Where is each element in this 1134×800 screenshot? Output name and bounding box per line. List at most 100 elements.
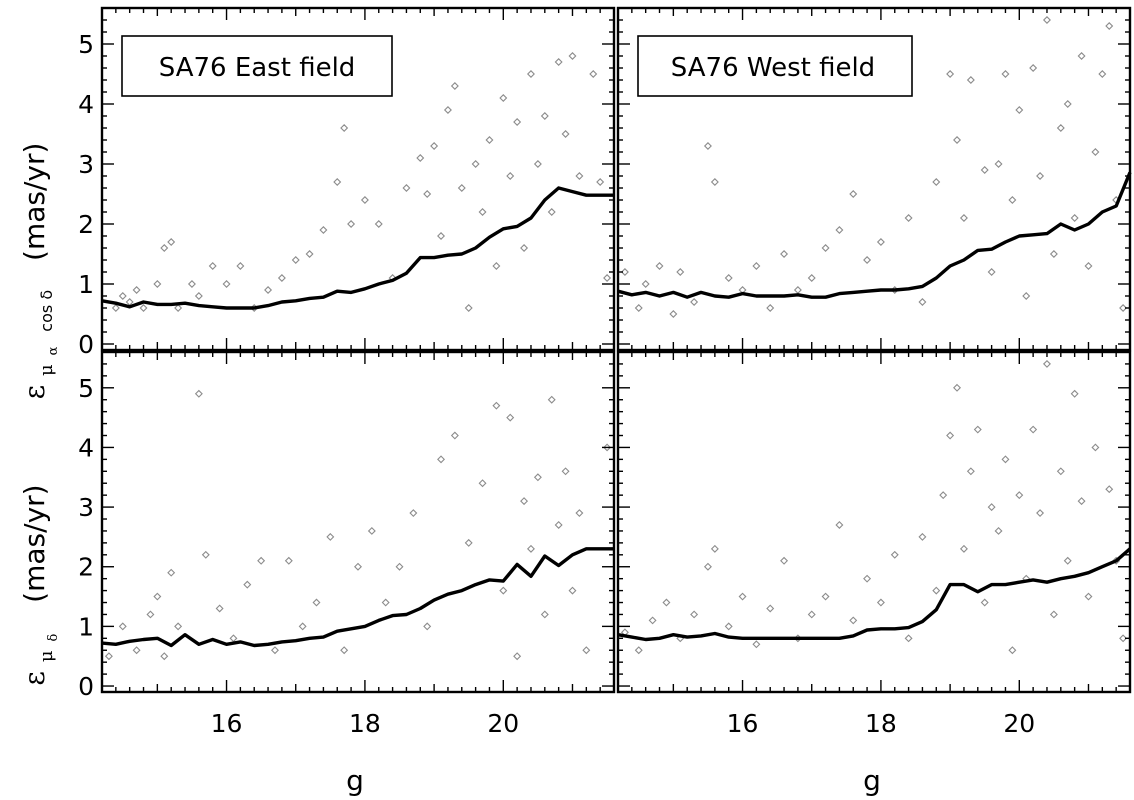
scatter-point xyxy=(1049,250,1058,258)
scatter-point xyxy=(1105,22,1114,30)
y-tick-label: 0 xyxy=(78,672,94,701)
scatter-point xyxy=(506,172,515,180)
y-tick-label: 0 xyxy=(78,330,94,359)
y-axis-top-symbol: ε xyxy=(18,385,51,400)
median-curve xyxy=(617,547,1132,642)
scatter-point xyxy=(946,70,955,78)
scatter-point xyxy=(1070,389,1079,398)
scatter-point xyxy=(174,304,183,312)
scatter-point xyxy=(1119,634,1128,643)
y-axis-bottom-unit: (mas/yr) xyxy=(18,484,51,602)
scatter-point xyxy=(1077,52,1086,60)
scatter-point xyxy=(174,622,183,631)
scatter-point xyxy=(492,262,501,270)
scatter-point xyxy=(575,172,584,180)
scatter-point xyxy=(374,220,383,228)
y-tick-label: 4 xyxy=(78,90,94,119)
scatter-point xyxy=(201,550,210,559)
scatter-point xyxy=(264,286,273,294)
scatter-point xyxy=(863,574,872,583)
scatter-point xyxy=(464,304,473,312)
scatter-point xyxy=(980,598,989,607)
scatter-point xyxy=(582,646,591,655)
scatter-point xyxy=(554,521,563,529)
scatter-point xyxy=(540,112,549,120)
scatter-point xyxy=(634,646,643,655)
y-tick-label: 3 xyxy=(78,493,94,522)
scatter-point xyxy=(236,262,245,270)
x-tick-label: 18 xyxy=(865,709,897,738)
scatter-point xyxy=(1022,292,1031,300)
svg-text:ε μ δ (mas/y: ε μ δ (mas/yr) xyxy=(18,484,64,685)
y-tick-label: 1 xyxy=(78,612,94,641)
scatter-point xyxy=(478,479,487,488)
scatter-point xyxy=(1001,70,1010,78)
scatter-point xyxy=(430,142,439,150)
scatter-point xyxy=(146,610,155,619)
scatter-point xyxy=(443,106,452,114)
scatter-point xyxy=(959,214,968,222)
scatter-point xyxy=(620,268,629,276)
scatter-point xyxy=(1042,16,1051,24)
scatter-point xyxy=(194,292,203,300)
scatter-point xyxy=(752,640,761,649)
legend-box xyxy=(637,35,913,97)
scatter-point xyxy=(319,226,328,234)
scatter-point xyxy=(354,562,362,571)
x-axis-label-left: g xyxy=(346,764,364,797)
scatter-point xyxy=(160,652,169,661)
scatter-point xyxy=(153,280,162,288)
panels: 0 1 2 3 4 5 SA76 East field SA76 West field 0 1 2 3… xyxy=(78,6,1132,738)
panel-frame xyxy=(100,6,616,352)
y-tick-label: 1 xyxy=(78,270,94,299)
scatter-point xyxy=(347,220,356,228)
scatter-point xyxy=(655,262,664,270)
scatter-point xyxy=(326,532,335,541)
scatter-point xyxy=(464,538,473,547)
scatter-point xyxy=(710,544,719,553)
scatter-point xyxy=(589,70,598,78)
y-tick-label: 2 xyxy=(78,553,94,582)
scatter-point xyxy=(876,598,885,607)
x-tick-label: 18 xyxy=(349,709,381,738)
scatter-point xyxy=(1077,497,1086,506)
median-curve xyxy=(617,171,1132,299)
scatter-point xyxy=(513,652,522,661)
scatter-point xyxy=(526,544,535,553)
scatter-point xyxy=(932,178,941,186)
scatter-point xyxy=(1084,262,1093,270)
scatter-point xyxy=(111,304,120,312)
scatter-point xyxy=(478,208,487,216)
y-tick-label: 5 xyxy=(78,30,94,59)
scatter-point xyxy=(1056,124,1065,132)
scatter-point xyxy=(291,256,300,264)
panel-top-left: 0 1 2 3 4 5 SA76 East field xyxy=(78,6,616,359)
scatter-point xyxy=(946,431,955,440)
scatter-point xyxy=(520,497,529,506)
scatter-point xyxy=(229,634,238,643)
scatter-point xyxy=(994,160,1003,168)
scatter-point xyxy=(167,238,176,246)
scatter-point xyxy=(540,610,549,619)
legend-label: SA76 West field xyxy=(671,53,875,83)
x-axis-label-right: g xyxy=(863,764,881,797)
scatter-point xyxy=(973,425,982,434)
scatter-point xyxy=(1098,70,1107,78)
scatter-point xyxy=(676,268,685,276)
scatter-point xyxy=(533,473,542,482)
x-tick-label: 16 xyxy=(211,709,243,738)
panel-bottom-right: 16 18 20 xyxy=(616,350,1132,738)
scatter-point xyxy=(457,184,466,192)
scatter-point xyxy=(1008,196,1017,204)
scatter-point xyxy=(367,526,376,535)
scatter-point xyxy=(499,586,508,595)
scatter-point xyxy=(547,395,556,404)
scatter-point xyxy=(270,646,279,655)
scatter-point xyxy=(450,82,459,90)
scatter-point xyxy=(492,401,501,410)
scatter-point xyxy=(402,184,411,192)
scatter-point xyxy=(1008,646,1017,655)
scatter-point xyxy=(132,286,141,294)
scatter-point xyxy=(669,310,678,318)
